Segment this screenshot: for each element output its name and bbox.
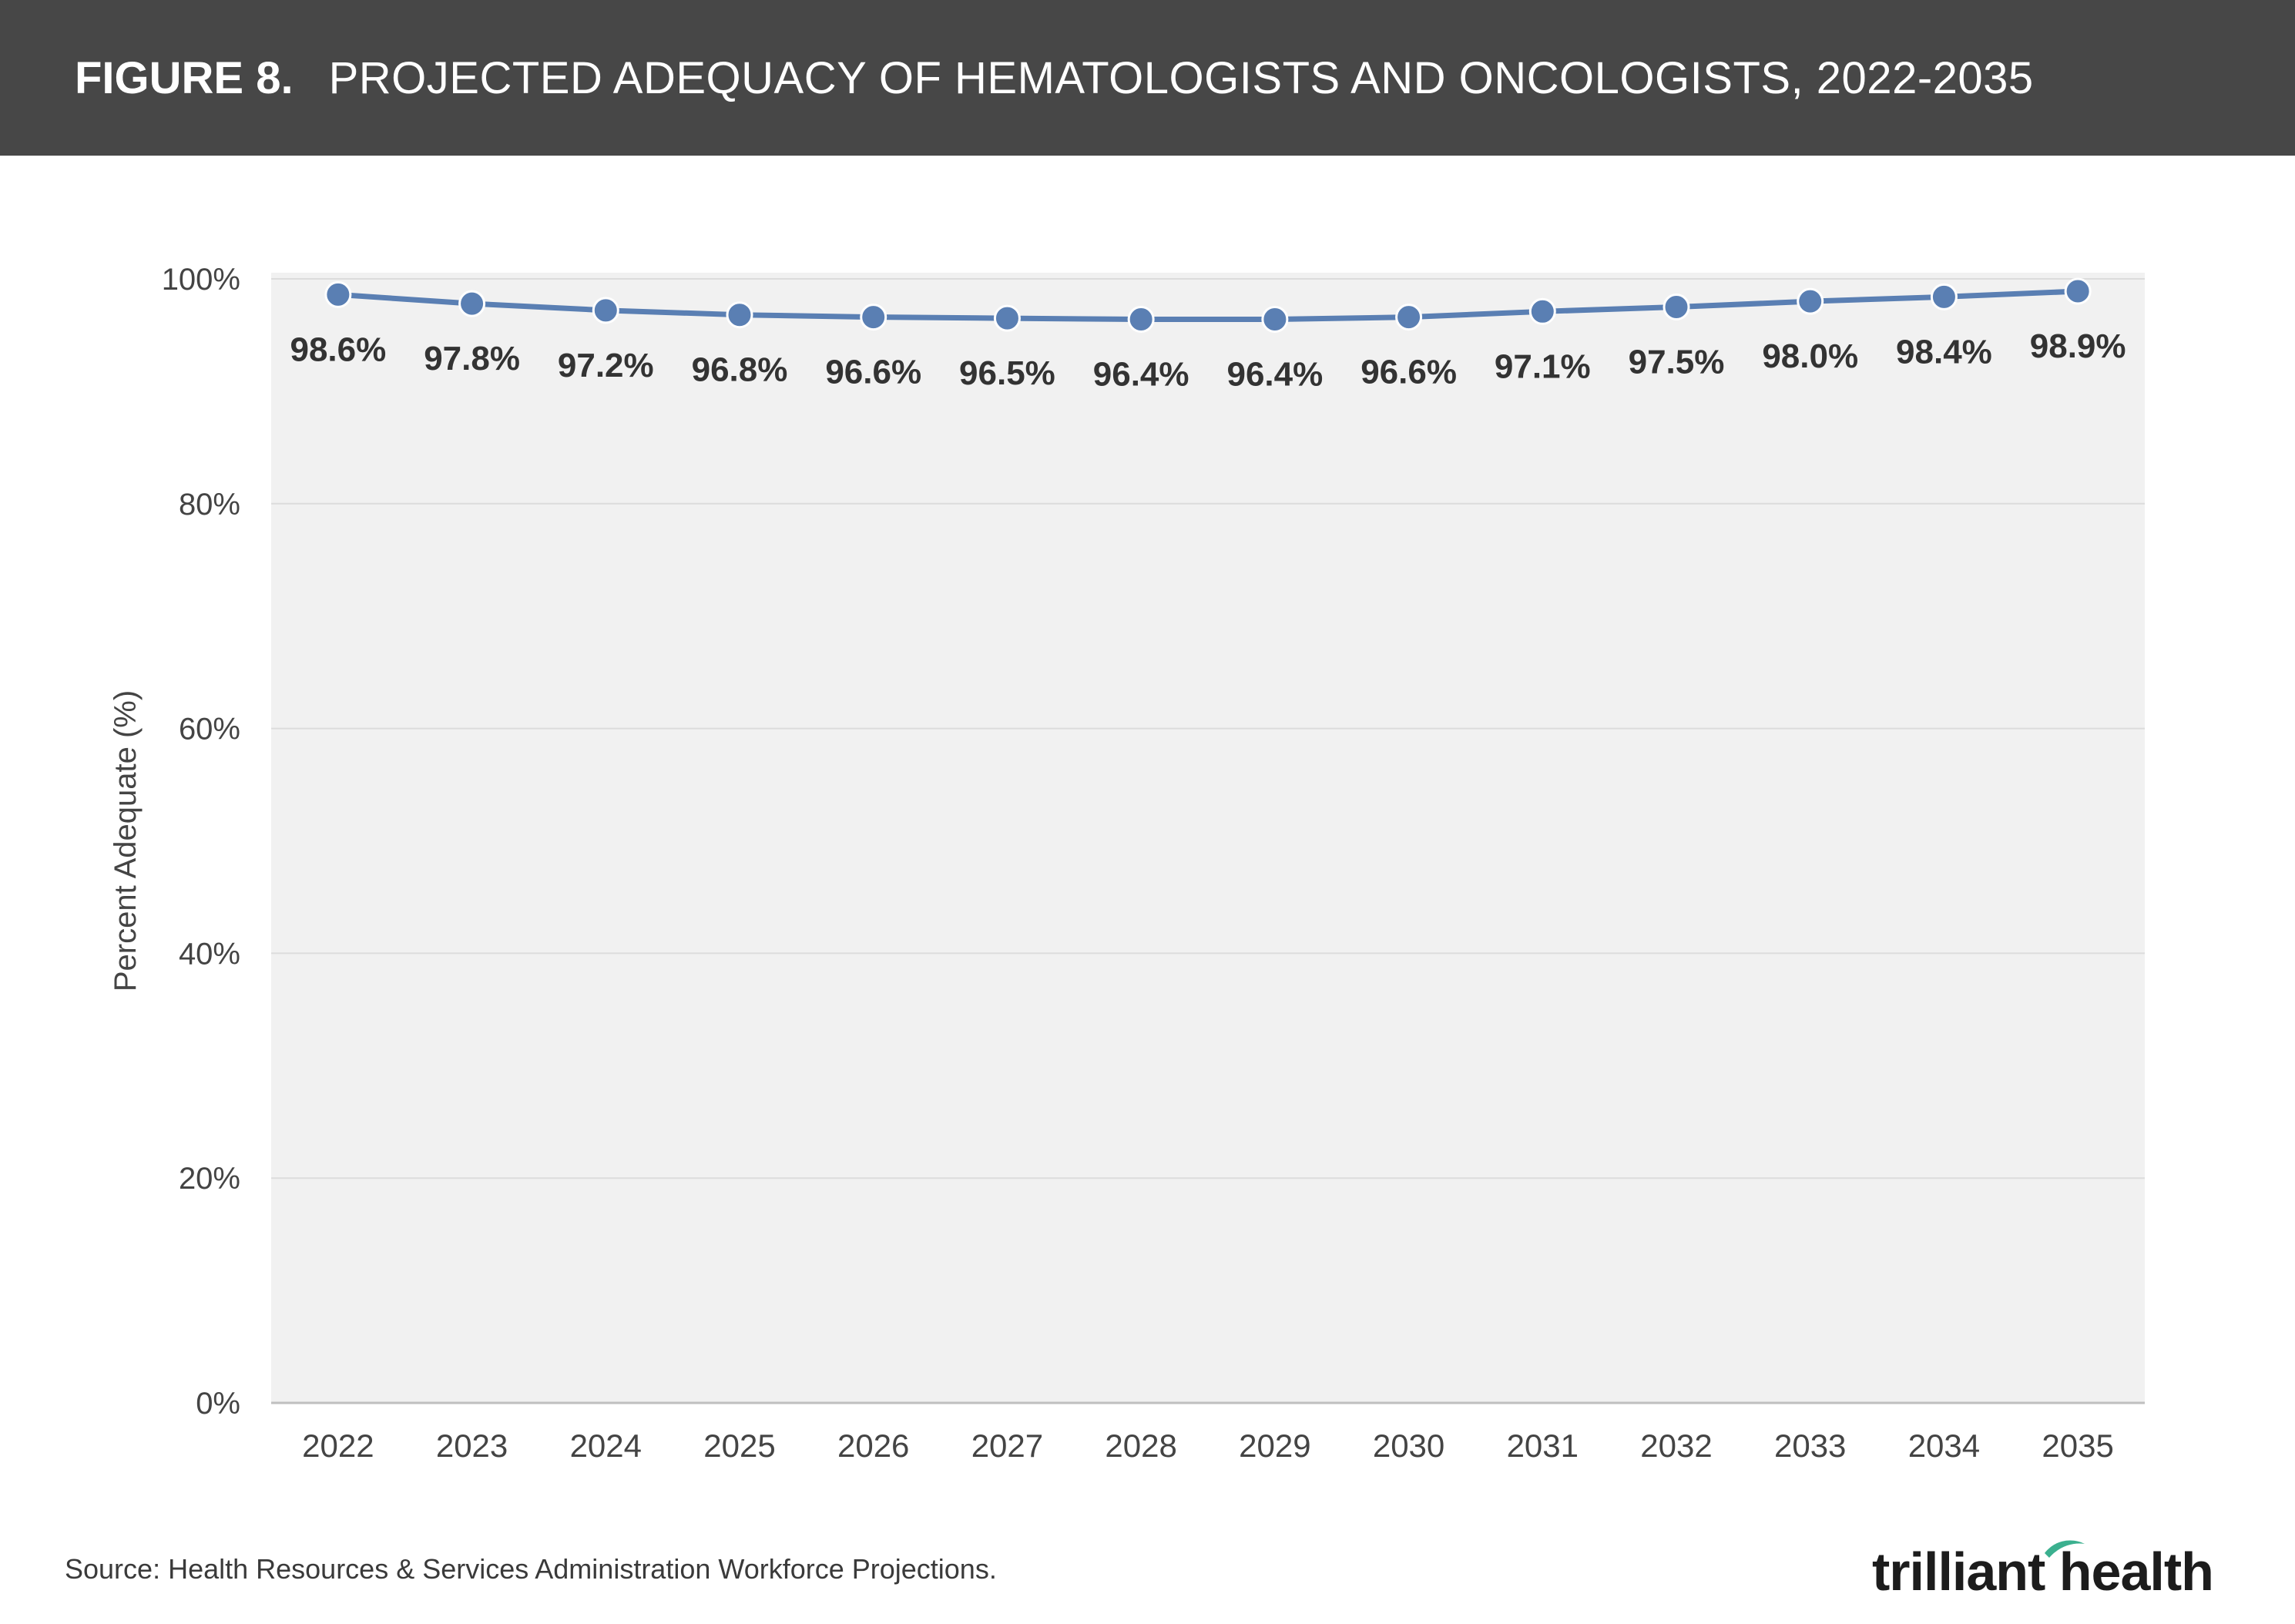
y-tick-label: 40% bbox=[179, 937, 240, 971]
x-tick-label: 2027 bbox=[971, 1428, 1043, 1464]
trilliant-health-logo: trilliant health bbox=[1872, 1540, 2242, 1602]
data-label: 96.6% bbox=[1361, 354, 1457, 391]
source-note: Source: Health Resources & Services Admi… bbox=[65, 1553, 997, 1585]
data-label: 97.8% bbox=[424, 340, 520, 377]
data-label: 96.6% bbox=[825, 354, 921, 391]
data-point bbox=[1930, 283, 1958, 310]
data-label: 98.0% bbox=[1762, 337, 1858, 375]
data-label: 97.2% bbox=[558, 347, 654, 384]
x-tick-label: 2026 bbox=[837, 1428, 909, 1464]
data-point bbox=[993, 304, 1021, 332]
y-axis-title: Percent Adequate (%) bbox=[109, 690, 143, 992]
series-line bbox=[335, 288, 2081, 323]
figure-title: PROJECTED ADEQUACY OF HEMATOLOGISTS AND … bbox=[328, 52, 2034, 103]
x-tick-label: 2031 bbox=[1507, 1428, 1579, 1464]
x-tick-label: 2035 bbox=[2042, 1428, 2113, 1464]
data-point bbox=[592, 297, 619, 324]
data-point bbox=[1797, 287, 1824, 315]
data-label: 96.4% bbox=[1226, 356, 1323, 394]
data-point bbox=[458, 290, 486, 317]
data-label: 97.5% bbox=[1629, 343, 1725, 381]
x-tick-label: 2034 bbox=[1908, 1428, 1980, 1464]
x-tick-label: 2030 bbox=[1373, 1428, 1444, 1464]
data-point bbox=[1528, 297, 1556, 325]
x-tick-label: 2029 bbox=[1239, 1428, 1310, 1464]
data-label: 96.5% bbox=[959, 354, 1055, 392]
y-tick-label: 20% bbox=[179, 1162, 240, 1196]
y-tick-label: 80% bbox=[179, 488, 240, 522]
data-label: 98.9% bbox=[2030, 327, 2126, 365]
y-tick-label: 60% bbox=[179, 713, 240, 747]
x-tick-label: 2024 bbox=[570, 1428, 642, 1464]
x-tick-label: 2022 bbox=[302, 1428, 374, 1464]
data-point bbox=[2064, 277, 2092, 305]
line-chart: 0% 20% 40% 60% 80% 100% Percent Adequate (%) 20… bbox=[109, 263, 2145, 1464]
plot-area bbox=[271, 273, 2145, 1403]
data-label: 98.4% bbox=[1896, 333, 1992, 371]
data-point bbox=[860, 304, 887, 331]
logo-wordmark: trilliant health bbox=[1872, 1542, 2214, 1602]
data-label: 97.1% bbox=[1495, 347, 1591, 385]
data-point bbox=[726, 301, 753, 329]
y-tick-label: 0% bbox=[196, 1387, 240, 1421]
x-tick-label: 2025 bbox=[703, 1428, 775, 1464]
data-label: 96.4% bbox=[1093, 356, 1189, 394]
x-tick-label: 2032 bbox=[1640, 1428, 1712, 1464]
y-tick-label: 100% bbox=[162, 263, 240, 297]
data-point bbox=[1261, 306, 1289, 334]
data-point bbox=[324, 280, 352, 308]
data-point bbox=[1663, 293, 1690, 320]
x-tick-label: 2033 bbox=[1774, 1428, 1846, 1464]
data-point bbox=[1127, 306, 1155, 334]
logo-swoosh-icon bbox=[2045, 1540, 2085, 1558]
data-label: 98.6% bbox=[290, 331, 386, 368]
figure-header: FIGURE 8. PROJECTED ADEQUACY OF HEMATOLO… bbox=[0, 0, 2295, 156]
data-label: 96.8% bbox=[692, 351, 788, 389]
data-point bbox=[1395, 304, 1423, 331]
x-tick-label: 2028 bbox=[1105, 1428, 1176, 1464]
x-tick-label: 2023 bbox=[436, 1428, 508, 1464]
figure-label: FIGURE 8. bbox=[75, 52, 294, 103]
